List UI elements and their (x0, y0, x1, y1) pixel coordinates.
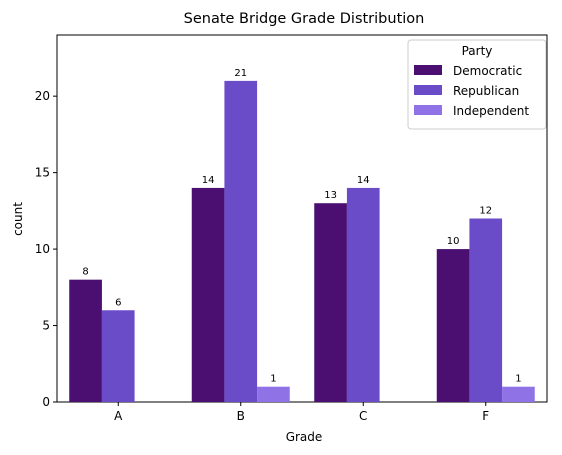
bar-label-b-independent: 1 (270, 374, 276, 385)
y-tick-label: 15 (35, 166, 50, 180)
chart-title: Senate Bridge Grade Distribution (184, 11, 425, 27)
y-axis-label: count (11, 202, 25, 236)
bar-label-b-democratic: 14 (202, 175, 215, 186)
y-axis: 0 5 10 15 20 (35, 89, 57, 409)
bar-label-c-republican: 14 (357, 175, 370, 186)
bar-b-republican (224, 80, 258, 403)
x-axis-label: Grade (286, 430, 323, 444)
legend-title: Party (462, 44, 493, 58)
bar-f-independent (502, 386, 535, 402)
x-tick-label: F (482, 409, 489, 423)
legend-swatch-independent (414, 105, 442, 115)
bar-f-republican (469, 218, 503, 402)
legend-label-independent: Independent (453, 104, 529, 118)
x-tick-label: A (114, 409, 123, 423)
y-tick-label: 0 (42, 395, 50, 409)
bars-group (69, 80, 535, 403)
legend-label-republican: Republican (453, 84, 519, 98)
legend: Party Democratic Republican Independent (407, 39, 547, 130)
bar-label-b-republican: 21 (234, 68, 247, 79)
bar-label-f-democratic: 10 (447, 236, 460, 247)
bar-label-c-democratic: 13 (324, 190, 337, 201)
y-tick-label: 20 (35, 89, 50, 103)
bar-label-a-democratic: 8 (82, 267, 88, 278)
bar-label-a-republican: 6 (115, 297, 121, 308)
x-tick-label: C (359, 409, 367, 423)
legend-swatch-republican (414, 85, 442, 95)
bar-a-republican (101, 310, 135, 402)
bar-b-democratic (191, 187, 225, 402)
bar-labels-group: 8 6 14 21 1 13 14 10 12 1 (82, 68, 521, 385)
bar-f-democratic (436, 249, 470, 402)
bar-label-f-independent: 1 (515, 374, 521, 385)
legend-swatch-democratic (414, 65, 442, 75)
bar-c-democratic (314, 203, 347, 402)
bar-b-independent (257, 386, 290, 402)
legend-label-democratic: Democratic (453, 64, 522, 78)
legend-frame (407, 39, 547, 130)
bar-a-democratic (69, 279, 102, 402)
bar-label-f-republican: 12 (479, 206, 492, 217)
x-tick-label: B (237, 409, 245, 423)
bar-c-republican (346, 187, 380, 402)
y-tick-label: 10 (35, 242, 50, 256)
y-tick-label: 5 (42, 319, 50, 333)
